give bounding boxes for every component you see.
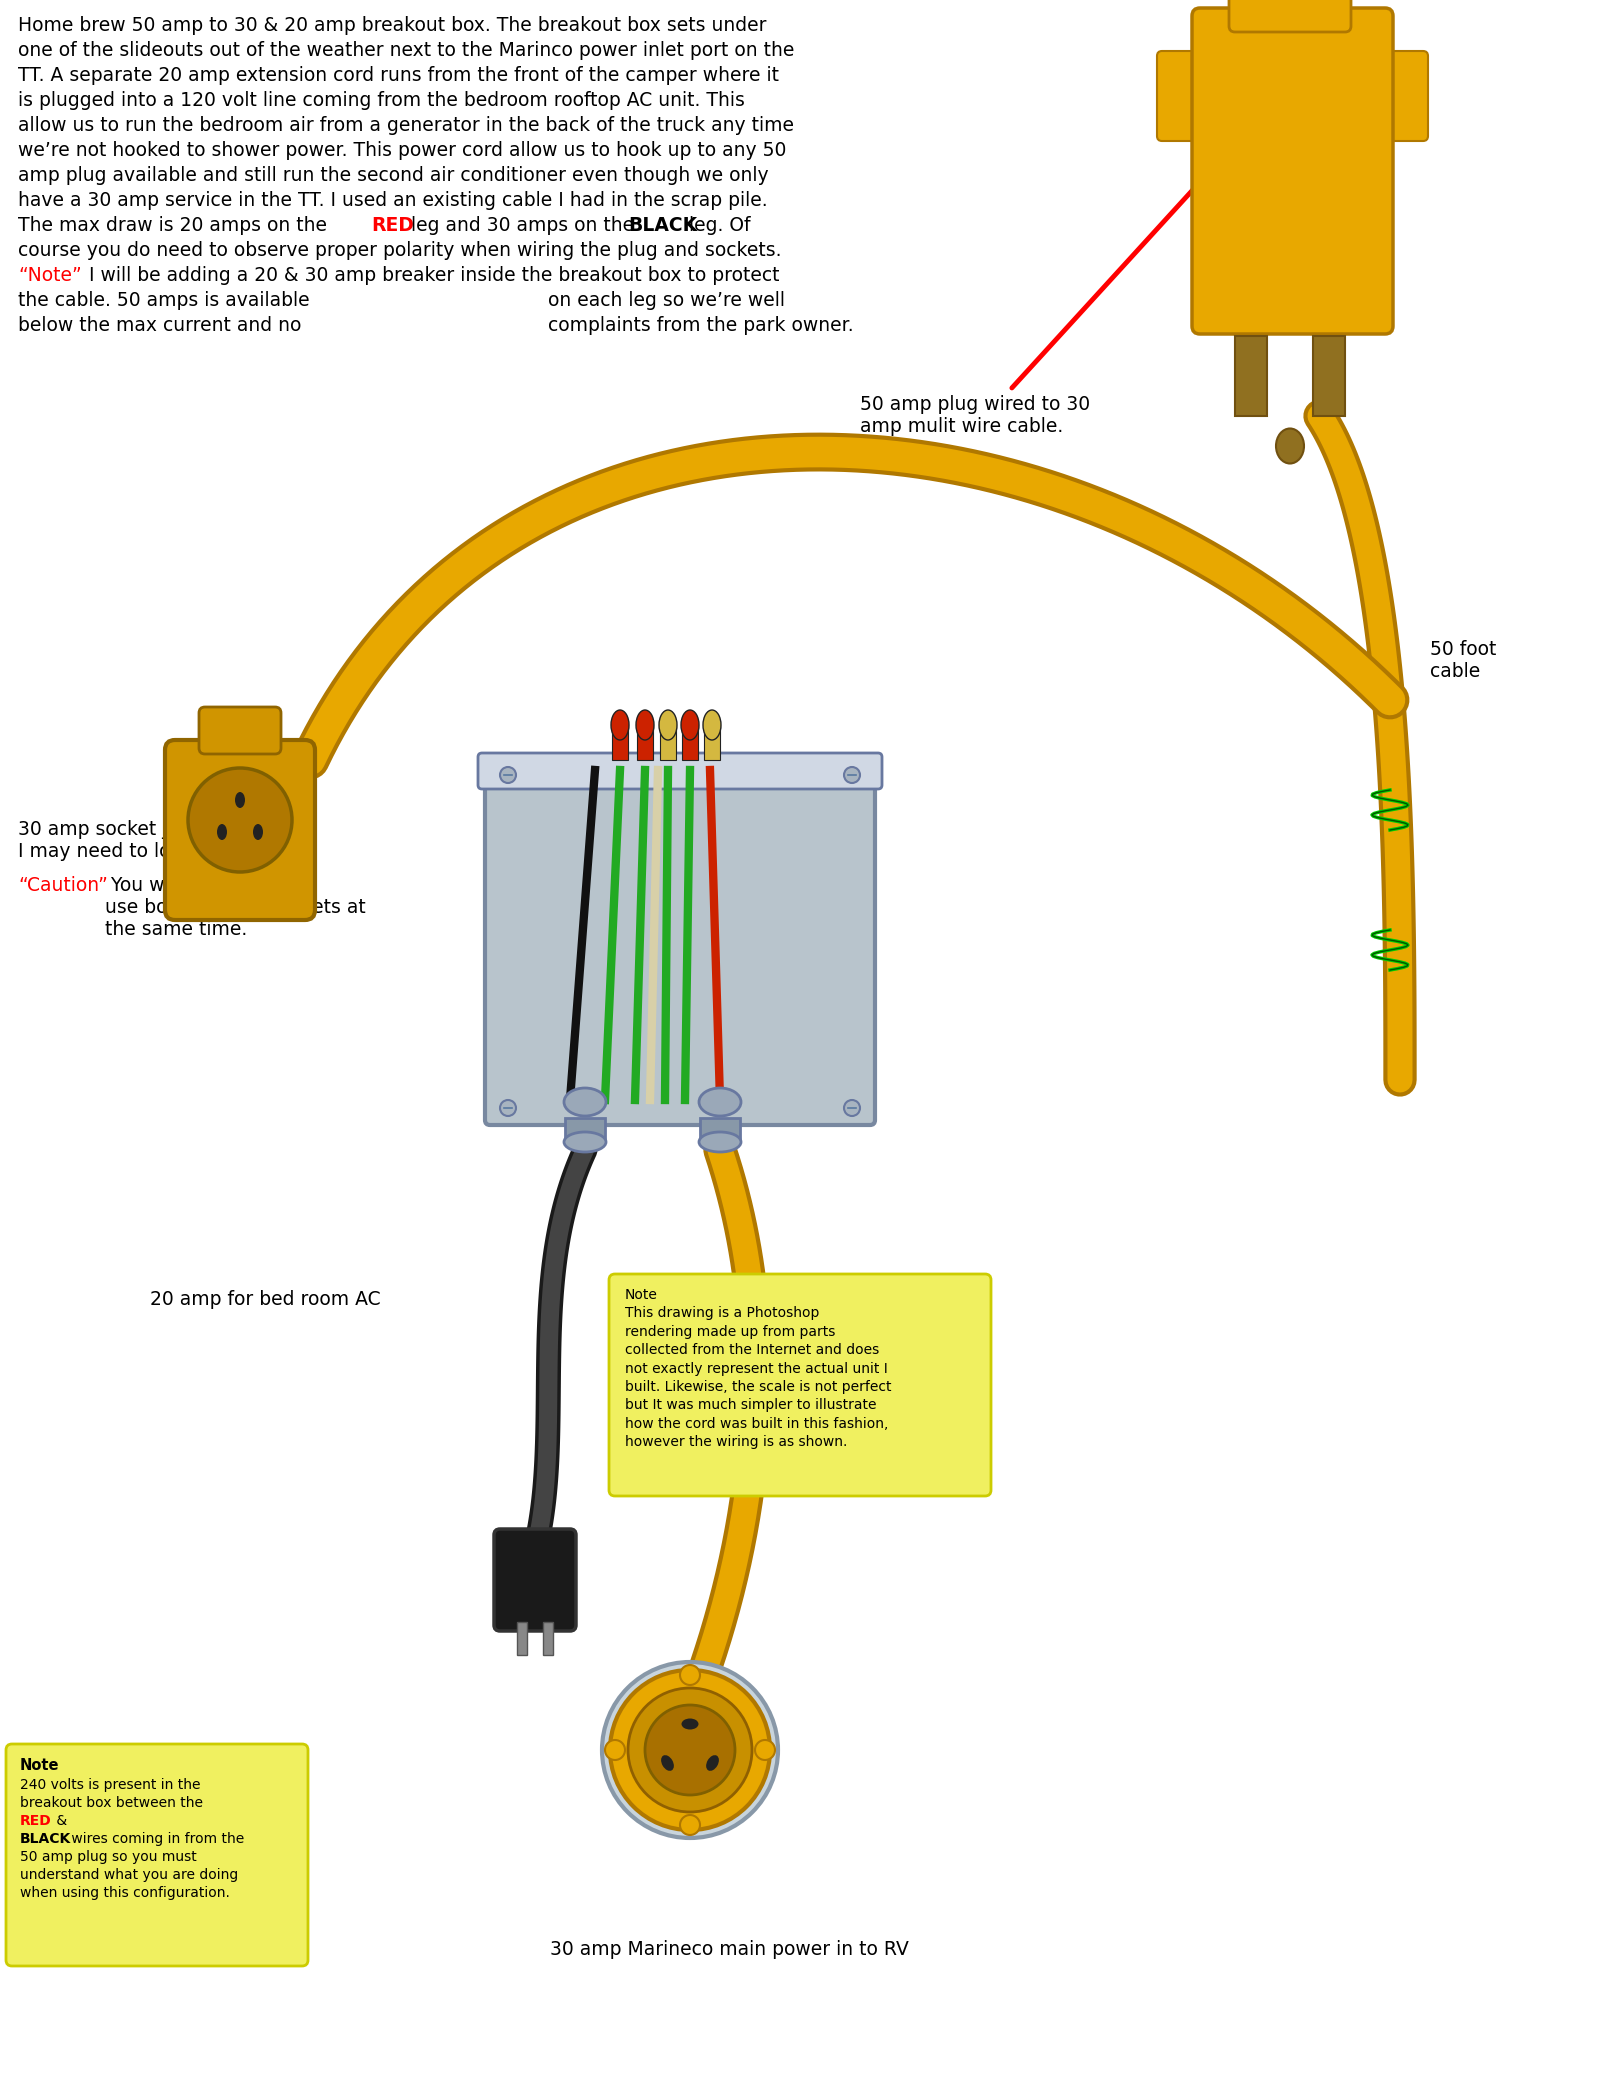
Text: The max draw is 20 amps on the: The max draw is 20 amps on the: [18, 216, 333, 235]
Circle shape: [680, 1814, 701, 1835]
Circle shape: [602, 1663, 778, 1837]
Text: Note
This drawing is a Photoshop
rendering made up from parts
collected from the: Note This drawing is a Photoshop renderi…: [626, 1287, 891, 1449]
Ellipse shape: [253, 824, 262, 841]
Ellipse shape: [702, 710, 722, 739]
Circle shape: [845, 1100, 861, 1117]
Circle shape: [845, 766, 861, 783]
Bar: [517, 1621, 526, 1655]
FancyBboxPatch shape: [1378, 52, 1429, 141]
FancyBboxPatch shape: [478, 754, 882, 789]
Ellipse shape: [563, 1088, 606, 1117]
FancyBboxPatch shape: [6, 1744, 307, 1966]
FancyBboxPatch shape: [1192, 8, 1394, 334]
Text: on each leg so we’re well: on each leg so we’re well: [547, 291, 786, 309]
Ellipse shape: [637, 710, 654, 739]
Text: breakout box between the: breakout box between the: [19, 1796, 208, 1810]
Bar: [637, 725, 653, 760]
Circle shape: [499, 1100, 515, 1117]
Text: the cable. 50 amps is available: the cable. 50 amps is available: [18, 291, 310, 309]
Text: BLACK: BLACK: [627, 216, 698, 235]
FancyBboxPatch shape: [494, 1530, 576, 1632]
Ellipse shape: [706, 1754, 718, 1771]
Text: complaints from the park owner.: complaints from the park owner.: [547, 316, 854, 334]
Text: is plugged into a 120 volt line coming from the bedroom rooftop AC unit. This: is plugged into a 120 volt line coming f…: [18, 91, 746, 110]
Ellipse shape: [235, 793, 245, 808]
Ellipse shape: [682, 1719, 699, 1729]
FancyBboxPatch shape: [1157, 52, 1206, 141]
Ellipse shape: [659, 710, 677, 739]
Text: BLACK: BLACK: [19, 1831, 72, 1846]
Ellipse shape: [682, 710, 699, 739]
Text: leg and 30 amps on the: leg and 30 amps on the: [405, 216, 640, 235]
Text: below the max current and no: below the max current and no: [18, 316, 301, 334]
FancyBboxPatch shape: [198, 708, 282, 754]
Text: understand what you are doing: understand what you are doing: [19, 1868, 238, 1881]
Ellipse shape: [661, 1754, 674, 1771]
Text: 50 amp plug so you must: 50 amp plug so you must: [19, 1850, 197, 1864]
Text: allow us to run the bedroom air from a generator in the back of the truck any ti: allow us to run the bedroom air from a g…: [18, 116, 794, 135]
Text: amp plug available and still run the second air conditioner even though we only: amp plug available and still run the sec…: [18, 166, 768, 185]
Text: RED: RED: [19, 1814, 51, 1827]
Text: &: &: [51, 1814, 67, 1827]
FancyBboxPatch shape: [610, 1275, 990, 1497]
Ellipse shape: [699, 1131, 741, 1152]
Text: wires coming in from the: wires coming in from the: [67, 1831, 245, 1846]
Text: “Caution”: “Caution”: [18, 876, 107, 895]
Text: TT. A separate 20 amp extension cord runs from the front of the camper where it: TT. A separate 20 amp extension cord run…: [18, 66, 779, 85]
Circle shape: [605, 1740, 626, 1760]
Circle shape: [755, 1740, 774, 1760]
Text: we’re not hooked to shower power. This power cord allow us to hook up to any 50: we’re not hooked to shower power. This p…: [18, 141, 786, 160]
Text: one of the slideouts out of the weather next to the Marinco power inlet port on : one of the slideouts out of the weather …: [18, 42, 794, 60]
Text: You would never
use both 30 amp sockets at
the same time.: You would never use both 30 amp sockets …: [106, 876, 366, 938]
FancyBboxPatch shape: [1229, 0, 1350, 31]
Circle shape: [189, 768, 291, 872]
Ellipse shape: [699, 1088, 741, 1117]
Text: 50 foot
cable: 50 foot cable: [1430, 639, 1496, 681]
Text: “Note”: “Note”: [18, 266, 82, 284]
Text: 240 volts is present in the: 240 volts is present in the: [19, 1777, 200, 1792]
Bar: [682, 725, 698, 760]
Text: have a 30 amp service in the TT. I used an existing cable I had in the scrap pil: have a 30 amp service in the TT. I used …: [18, 191, 768, 210]
Circle shape: [680, 1665, 701, 1686]
Text: RED: RED: [371, 216, 414, 235]
Text: course you do need to observe proper polarity when wiring the plug and sockets.: course you do need to observe proper pol…: [18, 241, 781, 260]
Ellipse shape: [218, 824, 227, 841]
Ellipse shape: [563, 1131, 606, 1152]
Bar: [701, 1119, 739, 1142]
FancyBboxPatch shape: [485, 764, 875, 1125]
Text: leg. Of: leg. Of: [683, 216, 750, 235]
FancyBboxPatch shape: [165, 739, 315, 920]
Bar: [611, 725, 627, 760]
Ellipse shape: [1277, 428, 1304, 463]
Bar: [704, 725, 720, 760]
Circle shape: [627, 1688, 752, 1812]
Text: Note: Note: [19, 1758, 59, 1773]
Text: 20 amp for bed room AC: 20 amp for bed room AC: [150, 1289, 381, 1310]
Text: 50 amp plug wired to 30
amp mulit wire cable.: 50 amp plug wired to 30 amp mulit wire c…: [861, 394, 1090, 436]
Circle shape: [610, 1669, 770, 1831]
Circle shape: [645, 1704, 734, 1796]
Bar: [661, 725, 675, 760]
Text: when using this configuration.: when using this configuration.: [19, 1885, 230, 1900]
Text: I will be adding a 20 & 30 amp breaker inside the breakout box to protect: I will be adding a 20 & 30 amp breaker i…: [83, 266, 779, 284]
Bar: [542, 1621, 554, 1655]
Text: 30 amp Marineco main power in to RV: 30 amp Marineco main power in to RV: [550, 1939, 909, 1960]
Bar: [565, 1119, 605, 1142]
Circle shape: [499, 766, 515, 783]
Ellipse shape: [611, 710, 629, 739]
Bar: [1314, 336, 1346, 415]
Bar: [1235, 336, 1267, 415]
Text: Home brew 50 amp to 30 & 20 amp breakout box. The breakout box sets under: Home brew 50 amp to 30 & 20 amp breakout…: [18, 17, 766, 35]
Text: 30 amp socket just in case
I may need to loan it out.: 30 amp socket just in case I may need to…: [18, 820, 269, 862]
